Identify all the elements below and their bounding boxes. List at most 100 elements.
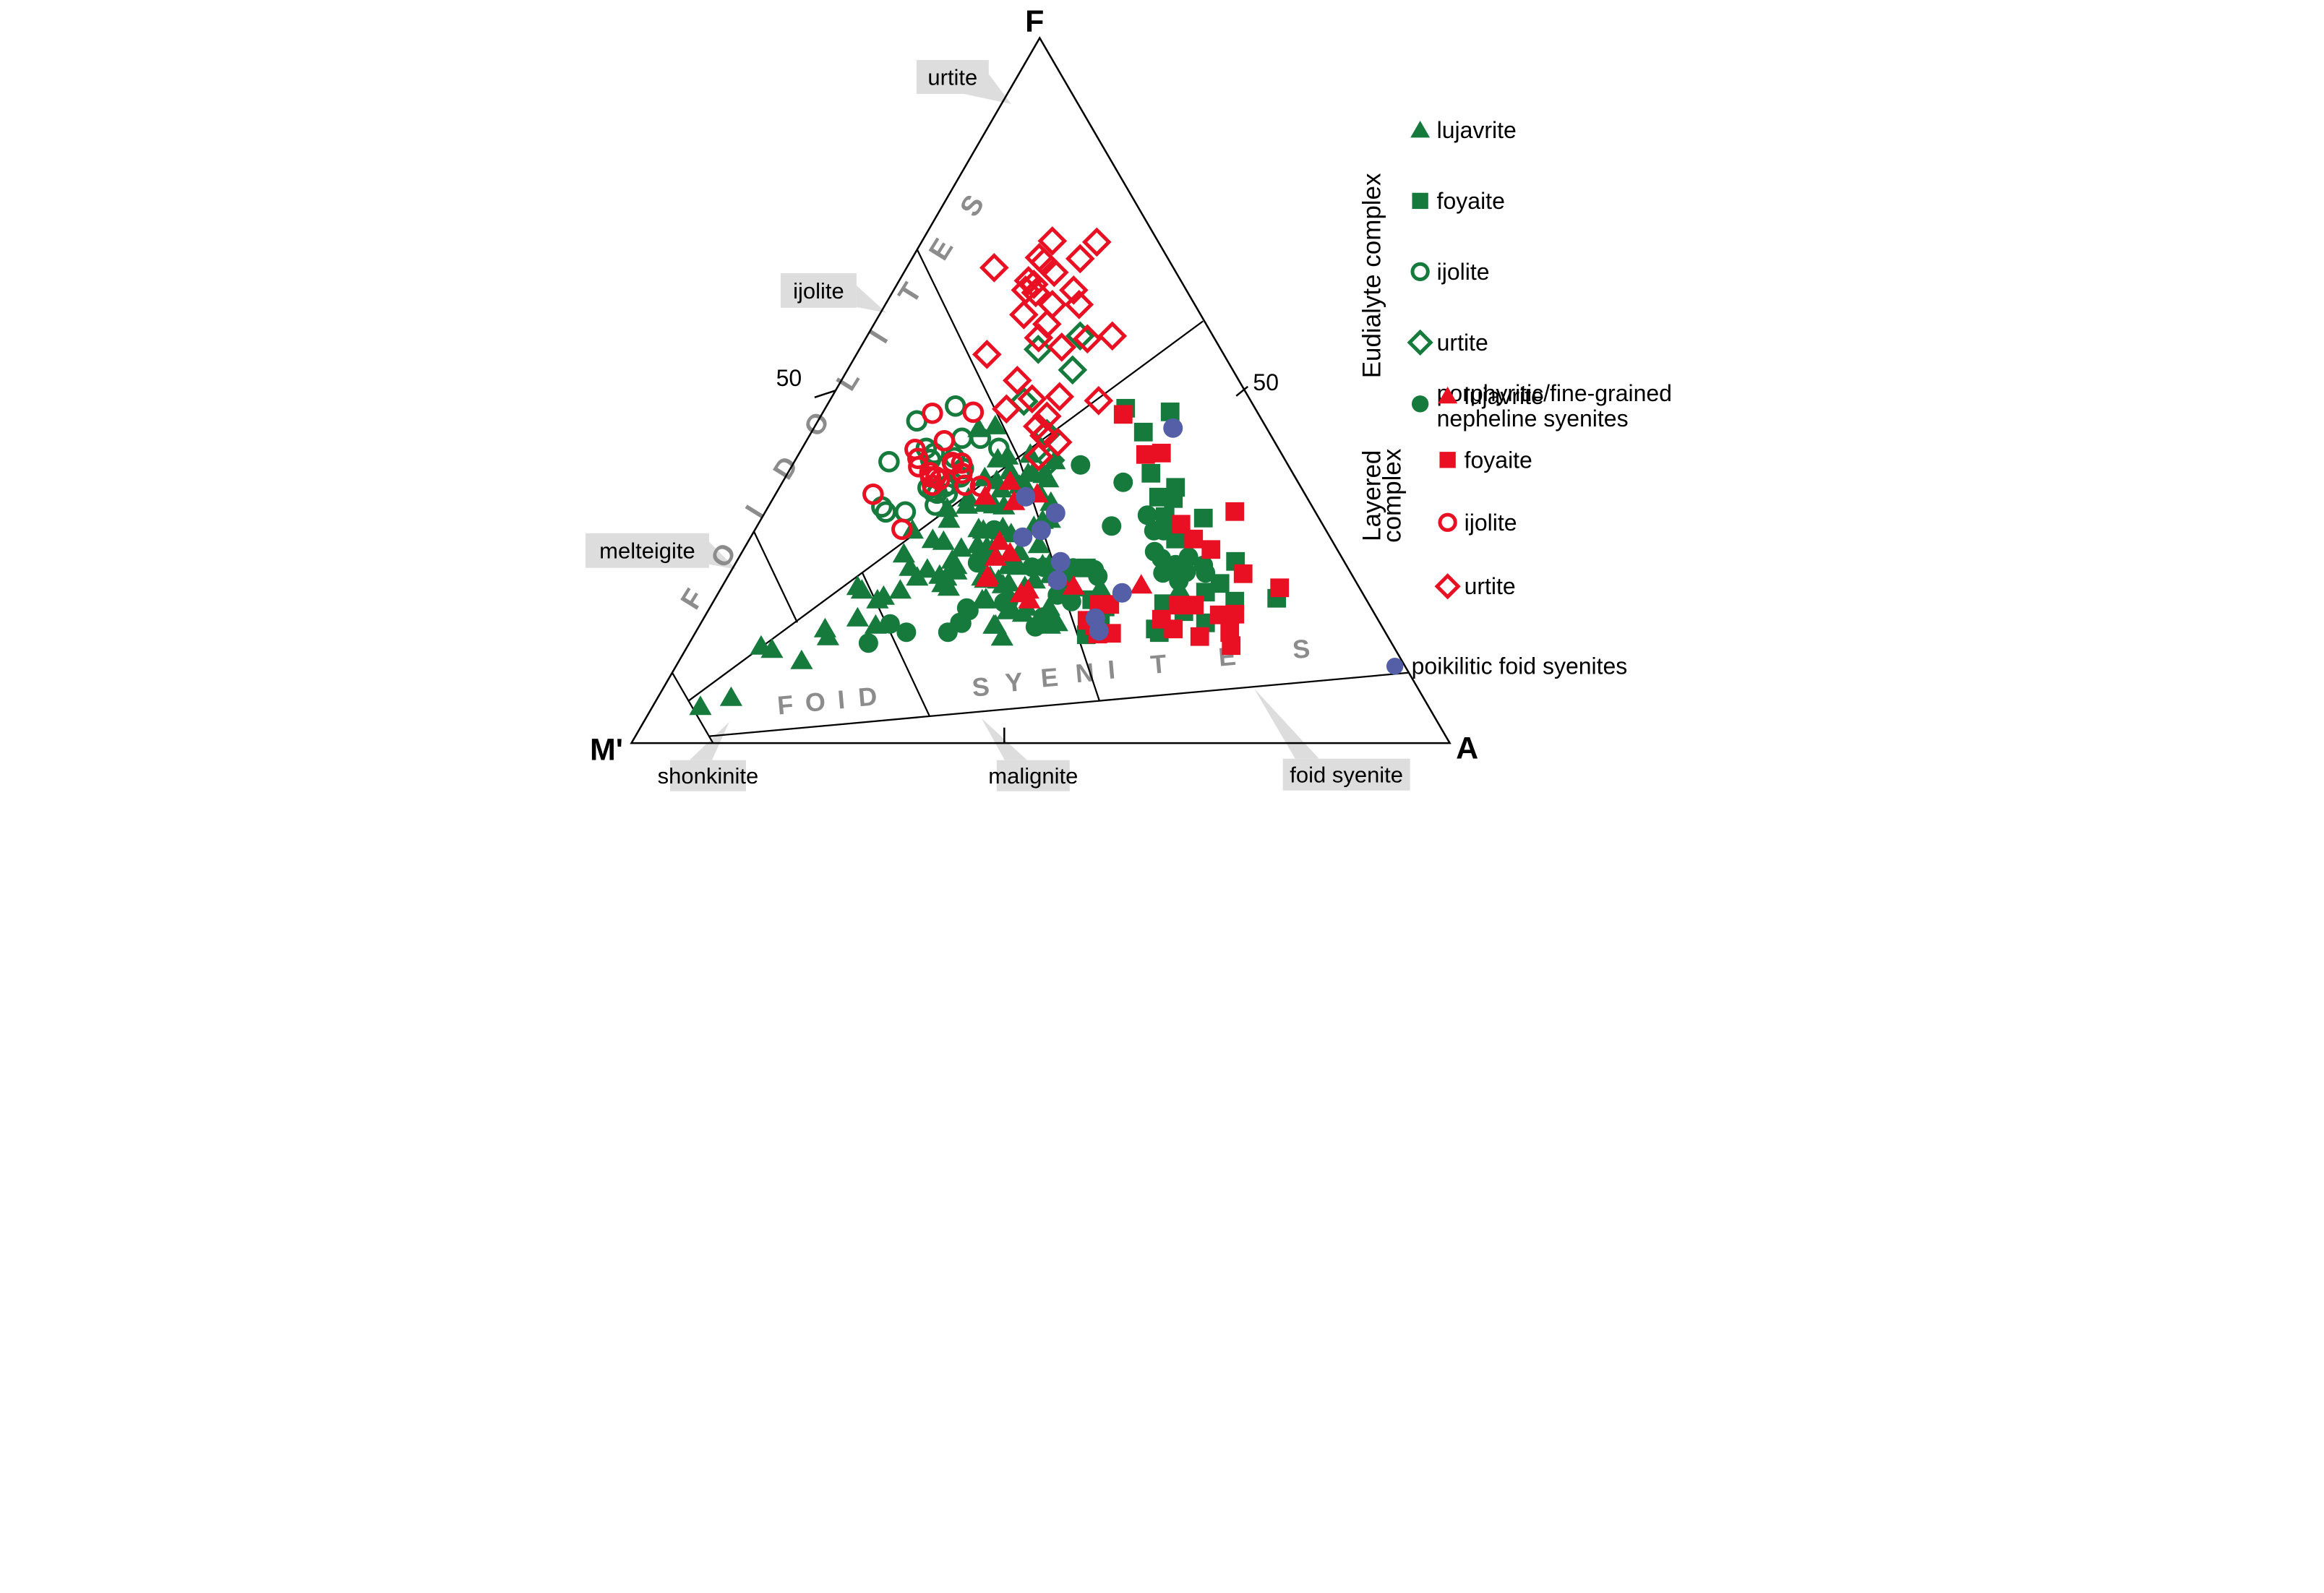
point-layered-complex-urtite xyxy=(1008,300,1039,330)
point-layered-complex-lujavrite xyxy=(998,541,1021,562)
callout-label-malignite: malignite xyxy=(988,763,1078,789)
ternary-plot-svg: urtite ijolite melteigite shonkinite maligni… xyxy=(581,0,1743,796)
point-poikilitic-foid-syenites xyxy=(1085,608,1105,628)
point-eudialyte-complex-lujavrite xyxy=(938,508,961,528)
point-eudialyte-complex-ijolite xyxy=(969,427,992,450)
point-layered-complex-ijolite xyxy=(951,452,973,474)
point-layered-complex-urtite xyxy=(1037,226,1068,256)
vertex-label-F: F xyxy=(1025,4,1044,39)
point-layered-complex-foyaite xyxy=(1222,636,1241,656)
point-eudialyte-complex-lujavrite xyxy=(1037,468,1060,488)
point-eudialyte-complex-porphyritic-fine-grained-nepheline-syenites xyxy=(1022,557,1042,577)
point-eudialyte-complex-lujavrite xyxy=(816,625,839,645)
point-layered-complex-ijolite xyxy=(925,465,947,488)
point-poikilitic-foid-syenites xyxy=(1047,570,1068,591)
point-eudialyte-complex-lujavrite xyxy=(990,626,1013,646)
point-eudialyte-complex-porphyritic-fine-grained-nepheline-syenites xyxy=(1169,571,1189,591)
point-eudialyte-complex-porphyritic-fine-grained-nepheline-syenites xyxy=(1178,547,1199,567)
foid-syenites-lower-boundary xyxy=(708,671,1409,737)
legend-label-lc-lujavrite: lujavrite xyxy=(1465,383,1544,409)
point-eudialyte-complex-lujavrite xyxy=(1027,533,1050,554)
legend-group-layered: Layered xyxy=(1358,450,1386,541)
legend-marker-ec-ijolite xyxy=(1410,262,1430,282)
point-eudialyte-complex-lujavrite xyxy=(937,576,960,596)
point-layered-complex-ijolite xyxy=(907,447,929,470)
point-layered-complex-urtite xyxy=(1022,411,1052,442)
point-layered-complex-lujavrite xyxy=(998,470,1021,490)
field-letter-foid_syenites-5: Y xyxy=(1004,666,1024,697)
legend-marker-poikilitic xyxy=(1386,658,1404,675)
point-layered-complex-foyaite xyxy=(1190,627,1209,646)
point-eudialyte-complex-porphyritic-fine-grained-nepheline-syenites xyxy=(1137,505,1157,525)
field-letter-foid_syenites-0: F xyxy=(776,690,794,721)
callout-box-shonkinite xyxy=(669,760,746,791)
field-letter-foid_syenites-3: D xyxy=(857,681,878,712)
legend-group-eudialyte-complex: Eudialyte complex xyxy=(1358,173,1386,378)
callout-box-ijolite xyxy=(780,272,857,308)
point-eudialyte-complex-lujavrite xyxy=(864,614,887,634)
point-eudialyte-complex-porphyritic-fine-grained-nepheline-syenites xyxy=(1061,591,1081,611)
point-eudialyte-complex-porphyritic-fine-grained-nepheline-syenites xyxy=(1196,563,1216,583)
point-eudialyte-complex-porphyritic-fine-grained-nepheline-syenites xyxy=(1084,559,1105,580)
point-layered-complex-lujavrite xyxy=(975,567,998,587)
point-eudialyte-complex-porphyritic-fine-grained-nepheline-syenites xyxy=(1153,563,1173,583)
callout-label-melteigite: melteigite xyxy=(599,538,695,564)
point-layered-complex-urtite xyxy=(1042,427,1073,458)
callout-label-foid syenite: foid syenite xyxy=(1290,763,1403,788)
point-eudialyte-complex-porphyritic-fine-grained-nepheline-syenites xyxy=(967,553,987,573)
callout-box-melteigite xyxy=(585,533,709,568)
point-eudialyte-complex-porphyritic-fine-grained-nepheline-syenites xyxy=(896,622,917,643)
point-layered-complex-foyaite xyxy=(1152,443,1171,463)
point-layered-complex-urtite xyxy=(1084,385,1114,416)
point-layered-complex-urtite xyxy=(991,394,1021,424)
legend-marker-ec-urtite xyxy=(1407,329,1433,356)
point-eudialyte-complex-foyaite xyxy=(1160,402,1180,421)
point-eudialyte-complex-porphyritic-fine-grained-nepheline-syenites xyxy=(880,614,900,634)
legend-label-lc-urtite: urtite xyxy=(1465,573,1516,599)
legend-marker-lc-foyaite xyxy=(1439,452,1456,468)
legend-marker-ec-nepheline-syenites xyxy=(1411,395,1429,413)
point-eudialyte-complex-urtite xyxy=(1023,335,1053,364)
point-layered-complex-urtite xyxy=(1045,382,1075,412)
point-eudialyte-complex-urtite xyxy=(1035,445,1065,476)
point-layered-complex-urtite xyxy=(1039,257,1069,288)
point-eudialyte-complex-foyaite xyxy=(1193,508,1213,528)
right-50-tick-label: 50 xyxy=(1253,369,1279,395)
point-layered-complex-foyaite xyxy=(1270,578,1290,598)
legend-label-lc-foyaite: foyaite xyxy=(1465,447,1532,473)
point-eudialyte-complex-porphyritic-fine-grained-nepheline-syenites xyxy=(1154,520,1174,541)
legend-marker-lc-lujavrite xyxy=(1438,386,1458,404)
point-layered-complex-ijolite xyxy=(891,518,913,541)
point-eudialyte-complex-ijolite xyxy=(925,494,946,516)
field-letter-foid_syenites-6: E xyxy=(1039,662,1059,693)
point-poikilitic-foid-syenites xyxy=(1016,486,1036,507)
point-layered-complex-ijolite xyxy=(941,452,964,473)
field-letter-foid_syenites-9: T xyxy=(1149,648,1167,679)
point-layered-complex-urtite xyxy=(1024,442,1054,472)
point-eudialyte-complex-lujavrite xyxy=(719,686,743,706)
point-layered-complex-lujavrite xyxy=(988,530,1011,550)
point-layered-complex-ijolite xyxy=(969,475,992,497)
point-eudialyte-complex-urtite xyxy=(1058,355,1088,385)
point-poikilitic-foid-syenites xyxy=(1031,520,1051,541)
callout-label-shonkinite: shonkinite xyxy=(658,763,759,789)
point-layered-complex-ijolite xyxy=(962,401,985,424)
point-layered-complex-foyaite xyxy=(1185,596,1204,615)
field-letter-foid_syenites-1: O xyxy=(804,687,826,718)
point-layered-complex-foyaite xyxy=(1164,619,1183,639)
point-poikilitic-foid-syenites xyxy=(1050,551,1071,572)
point-eudialyte-complex-lujavrite xyxy=(950,537,973,557)
point-eudialyte-complex-porphyritic-fine-grained-nepheline-syenites xyxy=(858,633,878,653)
callout-box-urtite xyxy=(916,59,989,94)
point-eudialyte-complex-porphyritic-fine-grained-nepheline-syenites xyxy=(1025,617,1045,637)
point-layered-complex-ijolite xyxy=(862,483,884,505)
legend-label-ec-nepheline-syenites: porphyritic/fine-grained xyxy=(1437,380,1672,406)
point-layered-complex-lujavrite xyxy=(1018,588,1041,609)
point-layered-complex-foyaite xyxy=(1184,529,1204,549)
point-eudialyte-complex-lujavrite xyxy=(760,638,784,658)
point-eudialyte-complex-urtite xyxy=(1065,321,1095,351)
vertex-label-M: M' xyxy=(590,733,623,768)
callout-label-ijolite: ijolite xyxy=(793,278,844,304)
point-layered-complex-urtite xyxy=(1064,290,1094,319)
legend-label2-ec-nepheline-syenites: nepheline syenites xyxy=(1437,405,1629,431)
